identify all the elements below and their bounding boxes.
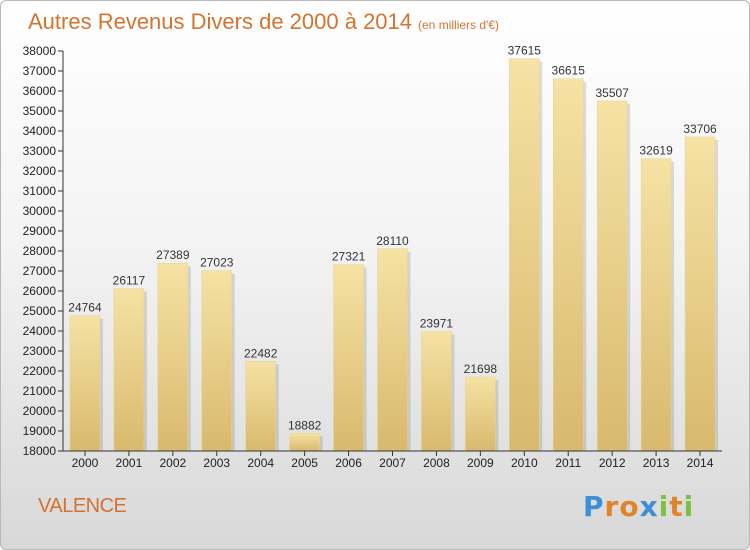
x-tick-label: 2013 — [643, 456, 670, 470]
y-tick-label: 32000 — [23, 164, 57, 178]
x-tick-label: 2012 — [599, 456, 626, 470]
city-name: VALENCE — [38, 495, 127, 517]
proxiti-logo[interactable]: Proxiti — [583, 490, 694, 523]
y-tick-label: 28000 — [23, 244, 57, 258]
bar-2007 — [377, 248, 408, 452]
value-label: 27023 — [200, 256, 234, 270]
bars-group — [69, 58, 719, 452]
bar-2011 — [552, 78, 584, 452]
y-tick-label: 21000 — [23, 384, 57, 398]
y-tick-label: 37000 — [23, 64, 57, 78]
bar-2014 — [684, 136, 716, 452]
x-tick-label: 2003 — [203, 456, 230, 470]
x-tick-label: 2007 — [379, 456, 406, 470]
bar-2001 — [113, 288, 145, 452]
x-tick-label: 2010 — [511, 456, 538, 470]
bar-2003 — [201, 270, 233, 452]
bar-2010 — [509, 58, 540, 452]
y-tick-label: 36000 — [23, 84, 57, 98]
logo-letter: x — [639, 490, 659, 523]
chart-unit-label: (en milliers d'€) — [418, 18, 499, 32]
x-tick-label: 2008 — [423, 456, 450, 470]
value-label: 27389 — [156, 248, 190, 262]
value-label: 37615 — [508, 44, 542, 58]
axes-group: 2000 2001 2002 2003 2004 2005 2006 2007 2008 2009… — [23, 44, 722, 470]
y-tick-label: 31000 — [23, 184, 57, 198]
y-tick-label: 29000 — [23, 224, 57, 238]
logo-letter: P — [583, 490, 605, 523]
value-label: 35507 — [595, 86, 629, 100]
logo-letter: r — [604, 490, 620, 523]
chart-title-text: Autres Revenus Divers de 2000 à 2014 — [28, 9, 413, 34]
logo-letter: i — [683, 490, 695, 523]
bar-2012 — [596, 100, 628, 452]
bar-2005 — [289, 433, 320, 452]
y-tick-label: 34000 — [23, 124, 57, 138]
y-tick-label: 38000 — [23, 44, 57, 58]
value-label: 33706 — [683, 122, 717, 136]
value-labels-group: 24764 26117 27389 27023 22482 18882 27321 28110… — [68, 44, 717, 433]
bar-2004 — [245, 361, 276, 452]
x-tick-label: 2014 — [687, 456, 714, 470]
bar-2009 — [465, 376, 496, 452]
x-tick-label: 2006 — [335, 456, 362, 470]
bar-2008 — [421, 331, 452, 452]
logo-letter: t — [669, 490, 684, 523]
bar-2002 — [157, 262, 189, 452]
value-label: 28110 — [376, 234, 409, 248]
value-label: 23971 — [420, 317, 454, 331]
y-tick-label: 20000 — [23, 404, 57, 418]
y-tick-label: 33000 — [23, 144, 57, 158]
x-tick-label: 2001 — [116, 456, 143, 470]
value-label: 22482 — [244, 346, 278, 360]
value-label: 24764 — [68, 301, 102, 315]
logo-letter: o — [619, 490, 640, 523]
y-tick-label: 22000 — [23, 364, 57, 378]
x-tick-label: 2011 — [555, 456, 581, 470]
x-tick-label: 2005 — [291, 456, 318, 470]
value-label: 32619 — [639, 144, 673, 158]
x-tick-label: 2000 — [72, 456, 99, 470]
x-tick-label: 2009 — [467, 456, 494, 470]
y-tick-label: 25000 — [23, 304, 57, 318]
y-tick-label: 35000 — [23, 104, 57, 118]
bar-2013 — [640, 158, 672, 452]
x-tick-label: 2004 — [247, 456, 274, 470]
value-label: 18882 — [288, 418, 322, 432]
value-label: 26117 — [113, 274, 146, 288]
value-label: 21698 — [464, 362, 498, 376]
y-tick-label: 27000 — [23, 264, 57, 278]
bar-2000 — [69, 315, 101, 452]
value-label: 36615 — [552, 64, 586, 78]
bar-2006 — [333, 264, 364, 452]
x-tick-label: 2002 — [159, 456, 186, 470]
y-tick-label: 30000 — [23, 204, 57, 218]
y-tick-label: 23000 — [23, 344, 57, 358]
value-label: 27321 — [332, 250, 366, 264]
y-tick-label: 19000 — [23, 424, 57, 438]
y-tick-label: 26000 — [23, 284, 57, 298]
logo-letter: i — [658, 490, 670, 523]
y-tick-label: 18000 — [23, 444, 57, 458]
y-tick-label: 24000 — [23, 324, 57, 338]
chart-title: Autres Revenus Divers de 2000 à 2014 (en … — [28, 9, 499, 35]
